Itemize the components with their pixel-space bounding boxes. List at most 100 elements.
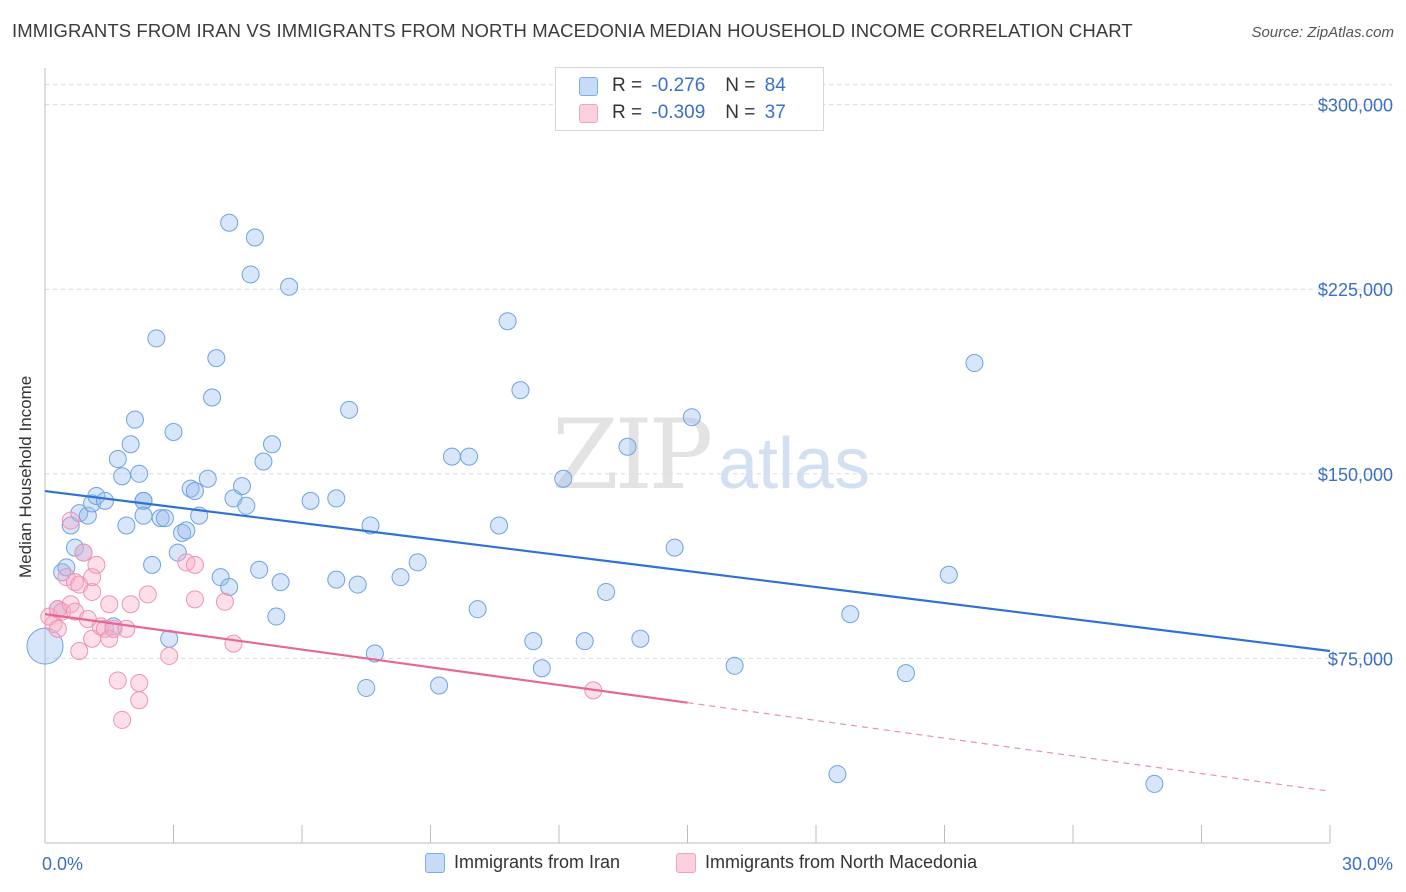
data-point (301, 491, 320, 510)
source-credit: Source: ZipAtlas.com (1251, 24, 1394, 41)
trend-lines (44, 489, 1331, 792)
data-point (1145, 774, 1164, 793)
legend-item-iran: Immigrants from Iran (425, 852, 620, 873)
data-point (143, 555, 162, 574)
data-point (828, 765, 847, 784)
data-point (121, 595, 140, 614)
data-point (348, 575, 367, 594)
data-point (155, 509, 174, 528)
data-point (125, 410, 144, 429)
data-point (442, 447, 461, 466)
data-point (26, 627, 64, 665)
data-point (185, 590, 204, 609)
data-point (271, 573, 290, 592)
data-point (203, 388, 222, 407)
axes (44, 68, 1331, 844)
stats-n-value: 37 (764, 102, 786, 123)
stats-row-iran: R = -0.276 N = 84 (556, 74, 786, 98)
stats-r-value: -0.276 (651, 75, 706, 96)
data-point (408, 553, 427, 572)
data-point (138, 585, 157, 604)
data-point (215, 592, 234, 611)
data-point (121, 435, 140, 454)
data-point (70, 642, 89, 661)
data-point (113, 710, 132, 729)
data-point (939, 565, 958, 584)
data-point (327, 489, 346, 508)
y-tick-label: $225,000 (1318, 280, 1393, 300)
data-point (177, 521, 196, 540)
data-point (340, 400, 359, 419)
data-point (327, 570, 346, 589)
data-point (365, 644, 384, 663)
data-point (134, 506, 153, 525)
data-point (631, 629, 650, 648)
y-tick-label: $75,000 (1328, 649, 1393, 669)
data-point (511, 381, 530, 400)
stats-n-value: 84 (764, 75, 786, 96)
data-point (597, 582, 616, 601)
data-point (100, 595, 119, 614)
data-point (87, 555, 106, 574)
data-point (220, 213, 239, 232)
data-point (665, 538, 684, 557)
x-tick-labels: 0.0% 30.0% (42, 854, 1393, 874)
data-point (280, 277, 299, 296)
legend-item-north-macedonia: Immigrants from North Macedonia (676, 852, 977, 873)
data-point (841, 605, 860, 624)
data-point (524, 632, 543, 651)
data-point (263, 435, 282, 454)
x-tick-label-min: 0.0% (42, 854, 83, 874)
data-point (220, 578, 239, 597)
data-point (725, 656, 744, 675)
data-point (185, 482, 204, 501)
data-point (254, 452, 273, 471)
data-point (134, 491, 153, 510)
data-point (130, 464, 149, 483)
data-point (430, 676, 449, 695)
trend-line-iran (44, 489, 1331, 653)
data-point (554, 469, 573, 488)
legend-label-north-macedonia: Immigrants from North Macedonia (705, 852, 978, 872)
data-point (267, 607, 286, 626)
gridlines (45, 84, 1392, 659)
data-point (237, 496, 256, 515)
data-point (160, 646, 179, 665)
chart-title: IMMIGRANTS FROM IRAN VS IMMIGRANTS FROM … (12, 20, 1133, 41)
data-point (130, 691, 149, 710)
data-point (198, 469, 217, 488)
data-point (117, 516, 136, 535)
data-point (83, 582, 102, 601)
data-point (48, 619, 67, 638)
data-point (233, 477, 252, 496)
data-point (147, 329, 166, 348)
data-point (532, 659, 551, 678)
series-iran-points (26, 213, 1164, 793)
data-point (498, 312, 517, 331)
stats-n-label: N = (725, 75, 756, 96)
correlation-stats-box: R = -0.276 N = 84 R = -0.309 N = 37 (555, 67, 824, 131)
y-tick-label: $300,000 (1318, 96, 1393, 116)
data-point (357, 678, 376, 697)
data-point (164, 422, 183, 441)
data-point (57, 558, 76, 577)
data-point (185, 555, 204, 574)
data-point (207, 349, 226, 368)
data-point (682, 408, 701, 427)
data-point (245, 228, 264, 247)
data-point (224, 634, 243, 653)
data-point (965, 354, 984, 373)
series-north-macedonia-points (40, 511, 603, 729)
data-point (896, 664, 915, 683)
data-point (113, 467, 132, 486)
y-tick-label: $150,000 (1318, 465, 1393, 485)
watermark-zip: ZIP (552, 399, 711, 511)
data-point (61, 516, 80, 535)
stats-r-label: R = (612, 102, 643, 123)
data-point (100, 629, 119, 648)
data-point (108, 450, 127, 469)
trend-line-north-macedonia (44, 613, 688, 704)
trend-line-north-macedonia-extension (687, 702, 1331, 792)
data-point (117, 619, 136, 638)
